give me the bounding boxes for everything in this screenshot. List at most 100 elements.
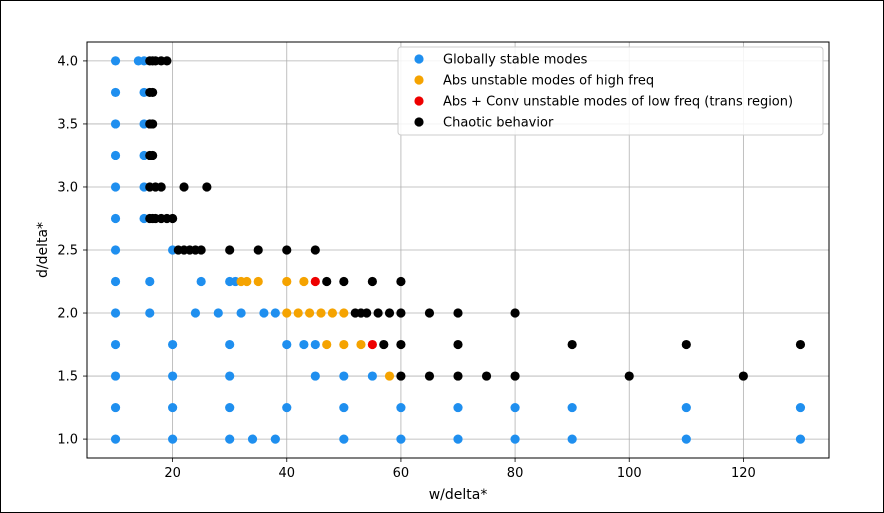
data-point <box>453 371 463 381</box>
data-point <box>310 339 320 350</box>
data-point <box>681 434 691 444</box>
data-point <box>162 56 172 66</box>
data-point <box>282 276 292 287</box>
data-point <box>327 308 338 318</box>
data-point <box>148 119 158 129</box>
data-point <box>110 339 121 350</box>
data-point <box>424 308 435 318</box>
legend-entry: Globally stable modes <box>443 53 588 68</box>
data-point <box>299 276 309 287</box>
x-tick-label: 60 <box>393 466 410 481</box>
data-point <box>396 339 406 350</box>
data-point <box>567 402 577 413</box>
data-point <box>384 308 395 318</box>
axis-ticks: 20 40 60 80 100 120 1.0 1.5 2.0 2.5 3.0 3.5 4.0 <box>57 54 755 481</box>
data-point <box>156 182 166 192</box>
data-point <box>510 434 520 444</box>
data-point <box>339 339 349 350</box>
data-point <box>367 339 377 350</box>
data-point <box>379 339 389 350</box>
data-point <box>282 402 292 413</box>
data-point <box>510 402 520 413</box>
data-point <box>270 434 280 444</box>
data-point <box>110 213 121 224</box>
data-point <box>110 87 121 98</box>
legend-entry: Abs unstable modes of high freq <box>443 74 654 89</box>
data-point <box>795 434 806 444</box>
data-point <box>110 245 121 255</box>
data-point <box>242 276 252 287</box>
data-point <box>316 308 326 318</box>
data-point <box>624 371 634 381</box>
legend-marker <box>414 96 424 106</box>
data-point <box>681 339 691 350</box>
data-point <box>168 213 178 224</box>
data-point <box>293 308 303 318</box>
y-tick-label: 3.0 <box>57 180 78 195</box>
data-point <box>453 339 463 350</box>
legend-marker <box>414 75 424 85</box>
data-point <box>168 402 178 413</box>
data-point <box>110 276 121 287</box>
legend-marker <box>414 54 424 64</box>
data-point <box>373 308 383 318</box>
data-point <box>110 434 121 444</box>
data-point <box>110 308 121 318</box>
y-tick-label: 1.5 <box>57 370 78 385</box>
data-point <box>356 339 366 350</box>
data-point <box>179 182 189 192</box>
data-point <box>339 276 349 287</box>
data-point <box>225 245 235 255</box>
data-point <box>168 371 178 381</box>
data-point <box>396 371 406 381</box>
x-tick-label: 100 <box>617 466 642 481</box>
data-point <box>738 371 748 381</box>
data-point <box>396 308 406 318</box>
data-point <box>795 402 806 413</box>
data-point <box>453 402 463 413</box>
data-point <box>282 308 292 318</box>
data-point <box>282 339 292 350</box>
data-point <box>384 371 395 381</box>
data-point <box>253 245 263 255</box>
data-point <box>795 339 806 350</box>
data-point <box>168 339 178 350</box>
data-point <box>339 308 349 318</box>
data-point <box>247 434 258 444</box>
data-point <box>168 434 178 444</box>
data-point <box>110 150 121 161</box>
data-point <box>567 339 577 350</box>
data-point <box>396 276 406 287</box>
data-point <box>225 402 235 413</box>
y-axis-label: d/delta* <box>35 222 51 278</box>
data-point <box>322 276 332 287</box>
data-point <box>453 434 463 444</box>
data-point <box>681 402 691 413</box>
legend-box <box>397 46 824 136</box>
data-point <box>396 434 406 444</box>
data-point <box>213 308 223 318</box>
y-tick-label: 2.0 <box>57 307 78 322</box>
data-point <box>145 276 155 287</box>
data-point <box>196 276 206 287</box>
x-axis-label: w/delta* <box>429 487 488 503</box>
data-point <box>145 308 155 318</box>
data-point <box>110 402 121 413</box>
data-point <box>148 87 158 98</box>
data-point <box>367 276 377 287</box>
data-point <box>510 371 520 381</box>
data-point <box>305 308 315 318</box>
data-point <box>225 371 235 381</box>
data-point <box>110 371 121 381</box>
data-point <box>110 119 121 129</box>
y-tick-label: 1.0 <box>57 433 78 448</box>
data-point <box>362 308 372 318</box>
legend-entry: Abs + Conv unstable modes of low freq (t… <box>443 95 793 110</box>
data-point <box>567 434 577 444</box>
x-tick-label: 40 <box>278 466 295 481</box>
data-point <box>310 371 320 381</box>
data-point <box>299 339 309 350</box>
data-point <box>196 245 206 255</box>
data-point <box>110 56 121 66</box>
